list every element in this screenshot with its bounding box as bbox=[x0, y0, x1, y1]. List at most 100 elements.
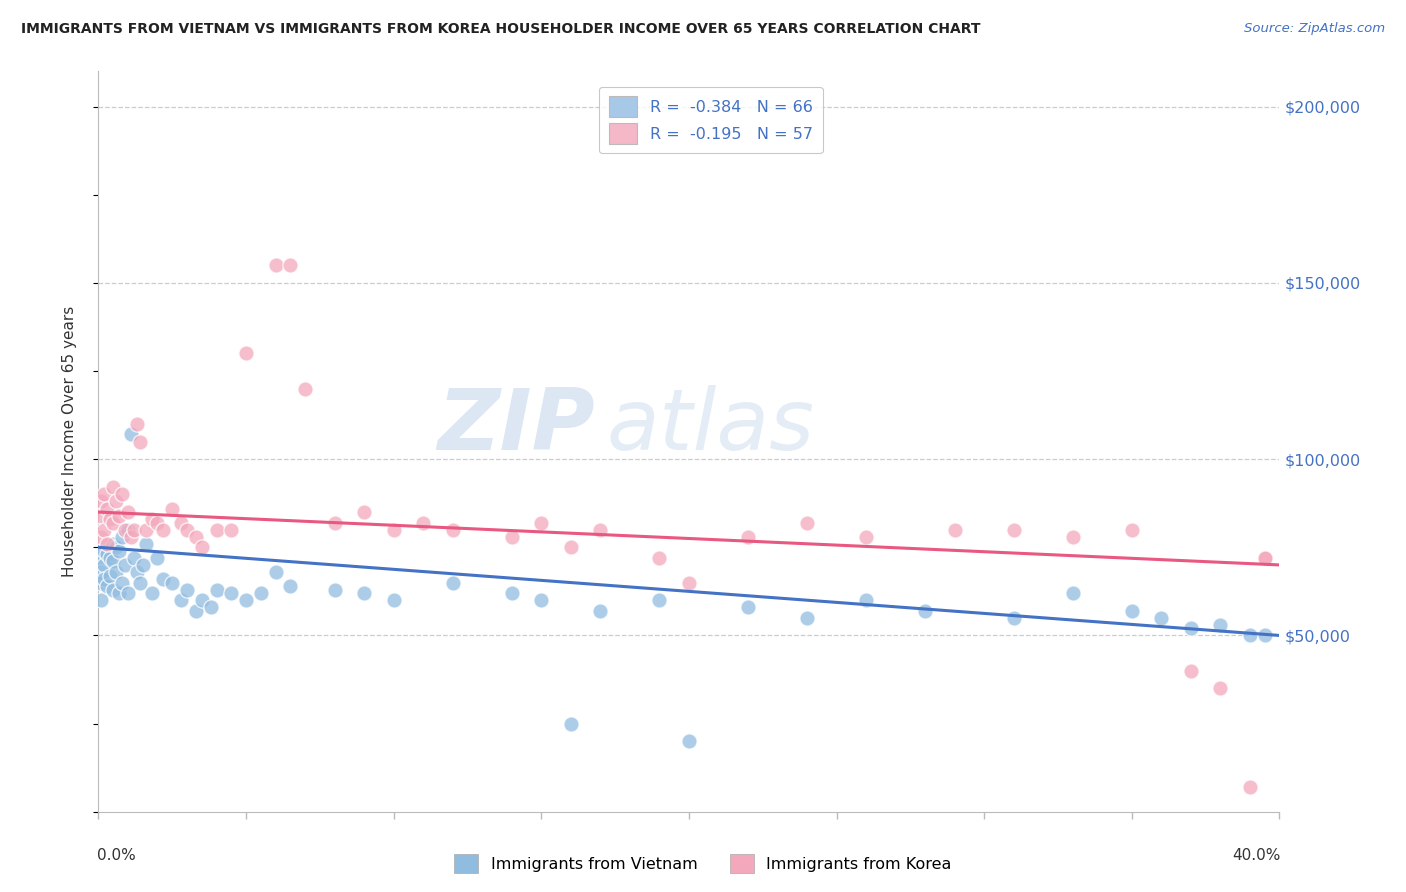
Point bbox=[1002, 611, 1025, 625]
Point bbox=[855, 530, 877, 544]
Text: atlas: atlas bbox=[606, 385, 814, 468]
Point bbox=[353, 586, 375, 600]
Point bbox=[141, 586, 163, 600]
Point bbox=[1254, 628, 1277, 642]
Point bbox=[412, 516, 434, 530]
Point bbox=[737, 530, 759, 544]
Point bbox=[93, 523, 115, 537]
Point bbox=[382, 593, 405, 607]
Point bbox=[162, 575, 183, 590]
Point bbox=[103, 516, 125, 530]
Point bbox=[96, 547, 118, 561]
Point bbox=[90, 593, 112, 607]
Point bbox=[1062, 530, 1084, 544]
Point bbox=[1121, 604, 1143, 618]
Point bbox=[1062, 586, 1084, 600]
Point bbox=[125, 417, 148, 431]
Point bbox=[93, 572, 115, 586]
Point bbox=[560, 541, 582, 555]
Point bbox=[191, 541, 214, 555]
Point bbox=[382, 523, 405, 537]
Text: Source: ZipAtlas.com: Source: ZipAtlas.com bbox=[1244, 22, 1385, 36]
Point bbox=[560, 716, 582, 731]
Point bbox=[108, 544, 131, 558]
Point bbox=[1239, 628, 1261, 642]
Text: ZIP: ZIP bbox=[437, 385, 595, 468]
Point bbox=[170, 516, 193, 530]
Y-axis label: Householder Income Over 65 years: Householder Income Over 65 years bbox=[62, 306, 77, 577]
Point bbox=[796, 611, 818, 625]
Point bbox=[135, 523, 157, 537]
Point bbox=[96, 537, 118, 551]
Point bbox=[221, 523, 243, 537]
Point bbox=[105, 541, 128, 555]
Point bbox=[111, 530, 134, 544]
Point bbox=[796, 516, 818, 530]
Point bbox=[117, 505, 139, 519]
Point bbox=[111, 575, 134, 590]
Point bbox=[93, 558, 115, 572]
Point bbox=[1254, 550, 1277, 565]
Point bbox=[170, 593, 193, 607]
Point bbox=[184, 604, 207, 618]
Point bbox=[111, 487, 134, 501]
Point bbox=[441, 523, 464, 537]
Point bbox=[103, 537, 125, 551]
Text: 40.0%: 40.0% bbox=[1232, 847, 1281, 863]
Point bbox=[1254, 550, 1277, 565]
Point bbox=[200, 600, 222, 615]
Point bbox=[90, 494, 112, 508]
Point bbox=[589, 523, 612, 537]
Point bbox=[114, 558, 136, 572]
Point bbox=[152, 523, 174, 537]
Point bbox=[146, 550, 169, 565]
Point bbox=[737, 600, 759, 615]
Point bbox=[135, 537, 157, 551]
Point bbox=[132, 558, 155, 572]
Point bbox=[855, 593, 877, 607]
Point bbox=[90, 508, 112, 523]
Point bbox=[108, 586, 131, 600]
Point bbox=[125, 565, 148, 579]
Point bbox=[323, 582, 346, 597]
Point bbox=[235, 593, 257, 607]
Point bbox=[1121, 523, 1143, 537]
Point bbox=[93, 544, 115, 558]
Point bbox=[114, 523, 136, 537]
Point bbox=[120, 530, 142, 544]
Point bbox=[105, 494, 128, 508]
Point bbox=[1180, 621, 1202, 635]
Point bbox=[205, 582, 228, 597]
Point bbox=[98, 550, 121, 565]
Point bbox=[648, 593, 671, 607]
Point bbox=[943, 523, 966, 537]
Point bbox=[117, 586, 139, 600]
Point bbox=[128, 434, 150, 449]
Point bbox=[117, 523, 139, 537]
Point bbox=[353, 505, 375, 519]
Point bbox=[128, 575, 150, 590]
Point bbox=[441, 575, 464, 590]
Point bbox=[250, 586, 273, 600]
Point bbox=[501, 586, 523, 600]
Point bbox=[90, 530, 112, 544]
Text: 0.0%: 0.0% bbox=[97, 847, 136, 863]
Point bbox=[96, 501, 118, 516]
Legend: R =  -0.384   N = 66, R =  -0.195   N = 57: R = -0.384 N = 66, R = -0.195 N = 57 bbox=[599, 87, 823, 153]
Point bbox=[191, 593, 214, 607]
Point bbox=[280, 258, 302, 272]
Point bbox=[648, 550, 671, 565]
Point bbox=[1180, 664, 1202, 678]
Point bbox=[589, 604, 612, 618]
Point bbox=[96, 579, 118, 593]
Point bbox=[176, 582, 198, 597]
Point bbox=[264, 565, 287, 579]
Point bbox=[103, 582, 125, 597]
Point bbox=[914, 604, 936, 618]
Point bbox=[105, 565, 128, 579]
Point bbox=[90, 550, 112, 565]
Point bbox=[280, 579, 302, 593]
Legend: Immigrants from Vietnam, Immigrants from Korea: Immigrants from Vietnam, Immigrants from… bbox=[449, 847, 957, 880]
Point bbox=[152, 572, 174, 586]
Point bbox=[184, 530, 207, 544]
